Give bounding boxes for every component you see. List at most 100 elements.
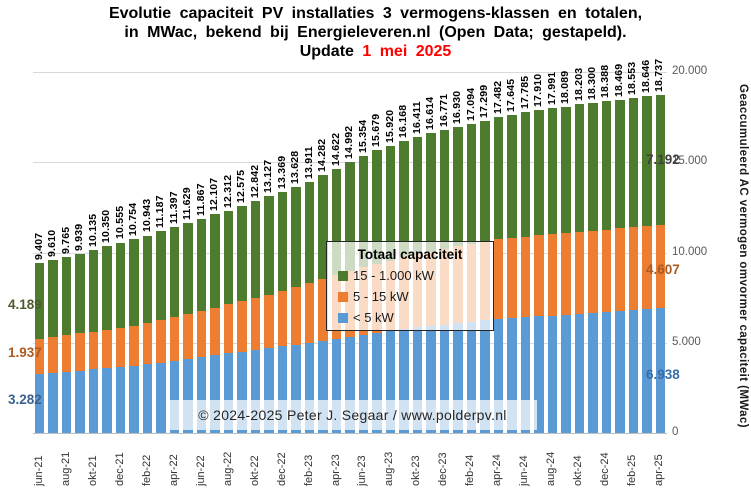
bar-segment-15-1-000-kW [88, 250, 99, 332]
bar-segment--5-kW [372, 332, 382, 433]
bar-sep-22 [237, 206, 247, 433]
bar-total-label: 9.939 [73, 223, 86, 251]
bar-segment-5-15-kW [655, 224, 665, 308]
x-tick-label-apr-24: apr-24 [491, 454, 504, 486]
bar-segment--5-kW [331, 338, 342, 433]
bar-segment--5-kW [412, 327, 423, 433]
bar-segment-15-1-000-kW [169, 227, 180, 317]
bar-total-label: 16.168 [397, 104, 410, 139]
x-axis-line [33, 433, 667, 434]
chart-title-line3: Update 1 mei 2025 [0, 42, 751, 61]
bar-total-label: 17.299 [478, 84, 491, 118]
bar-feb-25 [628, 98, 639, 433]
bar-aug-21 [61, 256, 72, 433]
bar-aug-24 [547, 108, 558, 433]
bar-segment-15-1-000-kW [61, 256, 72, 336]
bar-segment--5-kW [318, 340, 328, 433]
x-tick-label-dec-22: dec-22 [275, 452, 288, 486]
bar-segment-5-15-kW [169, 316, 180, 361]
bar-mei-24 [507, 114, 517, 433]
bar-segment--5-kW [493, 318, 504, 433]
bar-segment-5-15-kW [493, 238, 504, 319]
bar-segment--5-kW [169, 360, 180, 433]
bar-segment--5-kW [358, 334, 369, 433]
legend-item-under-5kw: < 5 kW [338, 310, 493, 325]
x-tick-label-dec-24: dec-24 [599, 452, 612, 486]
x-tick-label-apr-23: apr-23 [329, 454, 342, 486]
bar-segment--5-kW [601, 311, 612, 433]
bar-segment-5-15-kW [196, 310, 207, 358]
bar-segment-5-15-kW [210, 307, 220, 356]
bar-total-label: 13.911 [302, 146, 315, 179]
bar-dec-22 [277, 191, 288, 433]
bar-segment-15-1-000-kW [412, 136, 423, 255]
chart-title-line1: Evolutie capaciteit PV installaties 3 ve… [108, 5, 643, 22]
bar-segment-5-15-kW [264, 295, 274, 348]
bar-aug-22 [223, 210, 234, 433]
y-tick-label: 0 [672, 426, 679, 438]
bar-segment--5-kW [250, 349, 261, 433]
bar-segment-15-1-000-kW [493, 117, 504, 239]
x-tick-label-dec-21: dec-21 [113, 452, 126, 486]
bar-total-label: 16.411 [410, 101, 423, 134]
bar-segment--5-kW [129, 366, 139, 433]
bar-segment-5-15-kW [250, 298, 261, 350]
bar-segment-15-1-000-kW [75, 253, 85, 334]
last-bar-blue-value: 6.938 [646, 367, 680, 382]
bar-segment--5-kW [304, 343, 315, 433]
bar-okt-24 [574, 104, 585, 433]
bar-total-label: 18.089 [559, 70, 572, 104]
x-tick-label-okt-23: okt-23 [410, 455, 423, 486]
bar-segment-5-15-kW [75, 333, 85, 371]
bar-segment--5-kW [588, 312, 598, 433]
bar-segment-5-15-kW [129, 326, 139, 367]
bar-segment--5-kW [642, 308, 652, 433]
bar-segment-15-1-000-kW [507, 114, 517, 238]
bar-segment-15-1-000-kW [115, 242, 126, 328]
update-date: 1 mei 2025 [362, 43, 452, 60]
bar-segment-15-1-000-kW [129, 238, 139, 327]
legend-swatch-green [338, 270, 348, 281]
bar-segment-5-15-kW [115, 327, 126, 368]
bar-mrt-23 [318, 175, 328, 433]
bar-segment--5-kW [453, 323, 463, 433]
bar-segment-5-15-kW [547, 234, 558, 316]
bar-okt-22 [250, 201, 261, 433]
bar-total-label: 18.469 [612, 63, 625, 97]
x-tick-label-aug-23: aug-23 [383, 451, 396, 486]
bar-dec-21 [115, 242, 126, 433]
bar-total-label: 16.614 [424, 96, 437, 131]
x-tick-label-aug-24: aug-24 [545, 451, 558, 486]
bar-total-label: 17.645 [505, 78, 518, 112]
bar-segment-15-1-000-kW [223, 210, 234, 305]
bar-segment--5-kW [61, 371, 72, 433]
gridline-20.000 [33, 72, 667, 73]
bar-total-label: 9.407 [32, 232, 45, 261]
bar-total-label: 15.354 [356, 119, 369, 153]
bar-segment--5-kW [507, 318, 517, 433]
bar-segment-15-1-000-kW [628, 98, 639, 228]
bar-total-label: 11.187 [154, 195, 167, 229]
bar-segment--5-kW [399, 329, 409, 433]
bar-segment--5-kW [574, 313, 585, 433]
bar-segment-15-1-000-kW [426, 133, 436, 252]
first-bar-blue-value: 3.282 [8, 392, 42, 407]
bar-segment-15-1-000-kW [439, 130, 450, 250]
bar-segment-15-1-000-kW [655, 94, 665, 225]
bar-feb-23 [304, 181, 315, 433]
bar-segment-15-1-000-kW [196, 218, 207, 311]
bar-total-label: 18.388 [599, 64, 612, 99]
bar-total-label: 17.482 [491, 81, 504, 115]
bar-segment-15-1-000-kW [358, 155, 369, 267]
bar-total-label: 14.622 [329, 132, 342, 167]
bar-segment-15-1-000-kW [601, 101, 612, 230]
bar-jan-23 [291, 187, 301, 433]
bar-total-label: 16.771 [437, 93, 450, 128]
bar-total-label: 13.628 [289, 150, 302, 185]
bar-segment-15-1-000-kW [156, 231, 166, 320]
bar-segment-5-15-kW [574, 232, 585, 314]
legend-item-15-1000kw: 15 - 1.000 kW [338, 268, 493, 283]
bar-total-label: 16.930 [451, 91, 464, 125]
bar-segment-5-15-kW [48, 337, 58, 373]
